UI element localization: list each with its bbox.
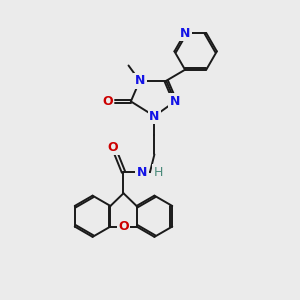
Text: N: N: [136, 166, 147, 178]
Text: O: O: [107, 141, 118, 154]
Text: O: O: [102, 95, 112, 108]
Text: N: N: [180, 26, 190, 40]
Text: O: O: [118, 220, 129, 233]
Text: H: H: [154, 166, 163, 178]
Text: N: N: [170, 95, 180, 108]
Text: N: N: [134, 74, 145, 87]
Text: N: N: [149, 110, 160, 123]
